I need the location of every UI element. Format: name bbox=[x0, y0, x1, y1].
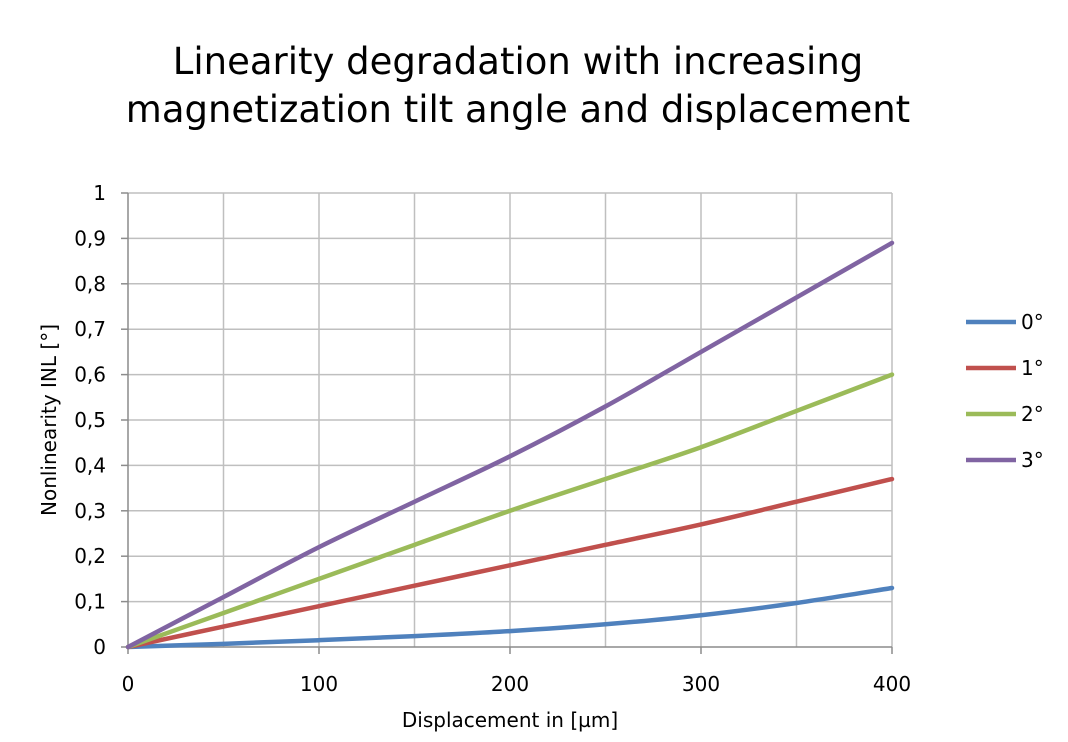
axes bbox=[121, 192, 893, 654]
x-tick-label: 400 bbox=[873, 672, 911, 696]
y-tick-label: 0,3 bbox=[74, 499, 106, 523]
y-tick-label: 0,6 bbox=[74, 363, 106, 387]
x-tick-label: 300 bbox=[682, 672, 720, 696]
x-tick-label: 100 bbox=[300, 672, 338, 696]
legend-label-1: 1° bbox=[1021, 356, 1044, 380]
legend-label-0: 0° bbox=[1021, 310, 1044, 334]
x-tick-labels: 0 100 200 300 400 bbox=[122, 672, 911, 696]
y-tick-label: 1 bbox=[93, 181, 106, 205]
legend-label-2: 2° bbox=[1021, 402, 1044, 426]
chart-title: Linearity degradation with increasing ma… bbox=[126, 40, 910, 131]
x-tick-label: 0 bbox=[122, 672, 135, 696]
grid bbox=[128, 192, 893, 647]
y-tick-label: 0,5 bbox=[74, 408, 106, 432]
y-tick-label: 0,4 bbox=[74, 453, 106, 477]
series-line-0 bbox=[125, 585, 895, 650]
y-tick-label: 0 bbox=[93, 635, 106, 659]
series-line-2 bbox=[125, 372, 895, 650]
x-tick-label: 200 bbox=[491, 672, 529, 696]
legend: 0° 1° 2° 3° bbox=[966, 310, 1044, 472]
chart-title-line-2: magnetization tilt angle and displacemen… bbox=[126, 88, 910, 131]
series-lines bbox=[125, 240, 895, 650]
x-axis-title: Displacement in [µm] bbox=[402, 708, 618, 732]
series-line-1 bbox=[125, 476, 895, 650]
y-tick-labels: 0 0,1 0,2 0,3 0,4 0,5 0,6 0,7 0,8 0,9 1 bbox=[74, 181, 106, 659]
y-tick-label: 0,2 bbox=[74, 544, 106, 568]
y-tick-label: 0,1 bbox=[74, 590, 106, 614]
y-axis-title: Nonlinearity INL [°] bbox=[37, 324, 61, 516]
chart-title-line-1: Linearity degradation with increasing bbox=[173, 40, 864, 83]
y-tick-label: 0,8 bbox=[74, 272, 106, 296]
legend-label-3: 3° bbox=[1021, 448, 1044, 472]
y-tick-label: 0,7 bbox=[74, 317, 106, 341]
y-tick-label: 0,9 bbox=[74, 226, 106, 250]
series-line-3 bbox=[125, 240, 895, 650]
